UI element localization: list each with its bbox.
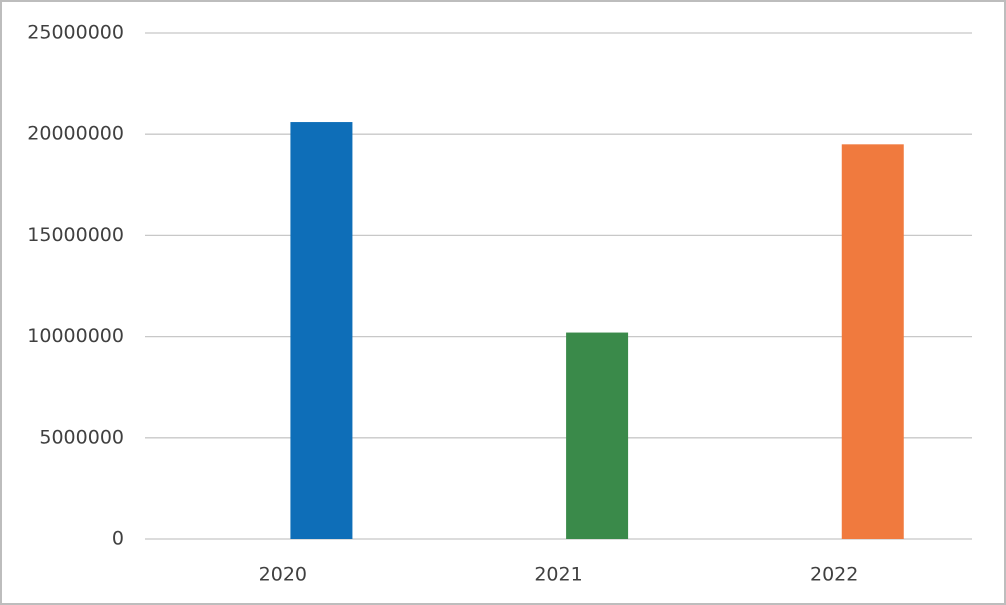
y-tick-label: 20000000 — [27, 123, 124, 145]
bar — [841, 144, 904, 539]
y-tick-label: 5000000 — [39, 426, 124, 448]
x-tick-label: 2022 — [810, 564, 858, 586]
bar — [290, 122, 353, 539]
y-tick-label: 10000000 — [27, 325, 124, 347]
x-tick-label: 2020 — [259, 564, 307, 586]
y-tick-label: 25000000 — [27, 22, 124, 44]
y-tick-label: 15000000 — [27, 224, 124, 246]
y-tick-label: 0 — [112, 528, 124, 550]
x-tick-label: 2021 — [534, 564, 582, 586]
bar — [566, 332, 629, 539]
